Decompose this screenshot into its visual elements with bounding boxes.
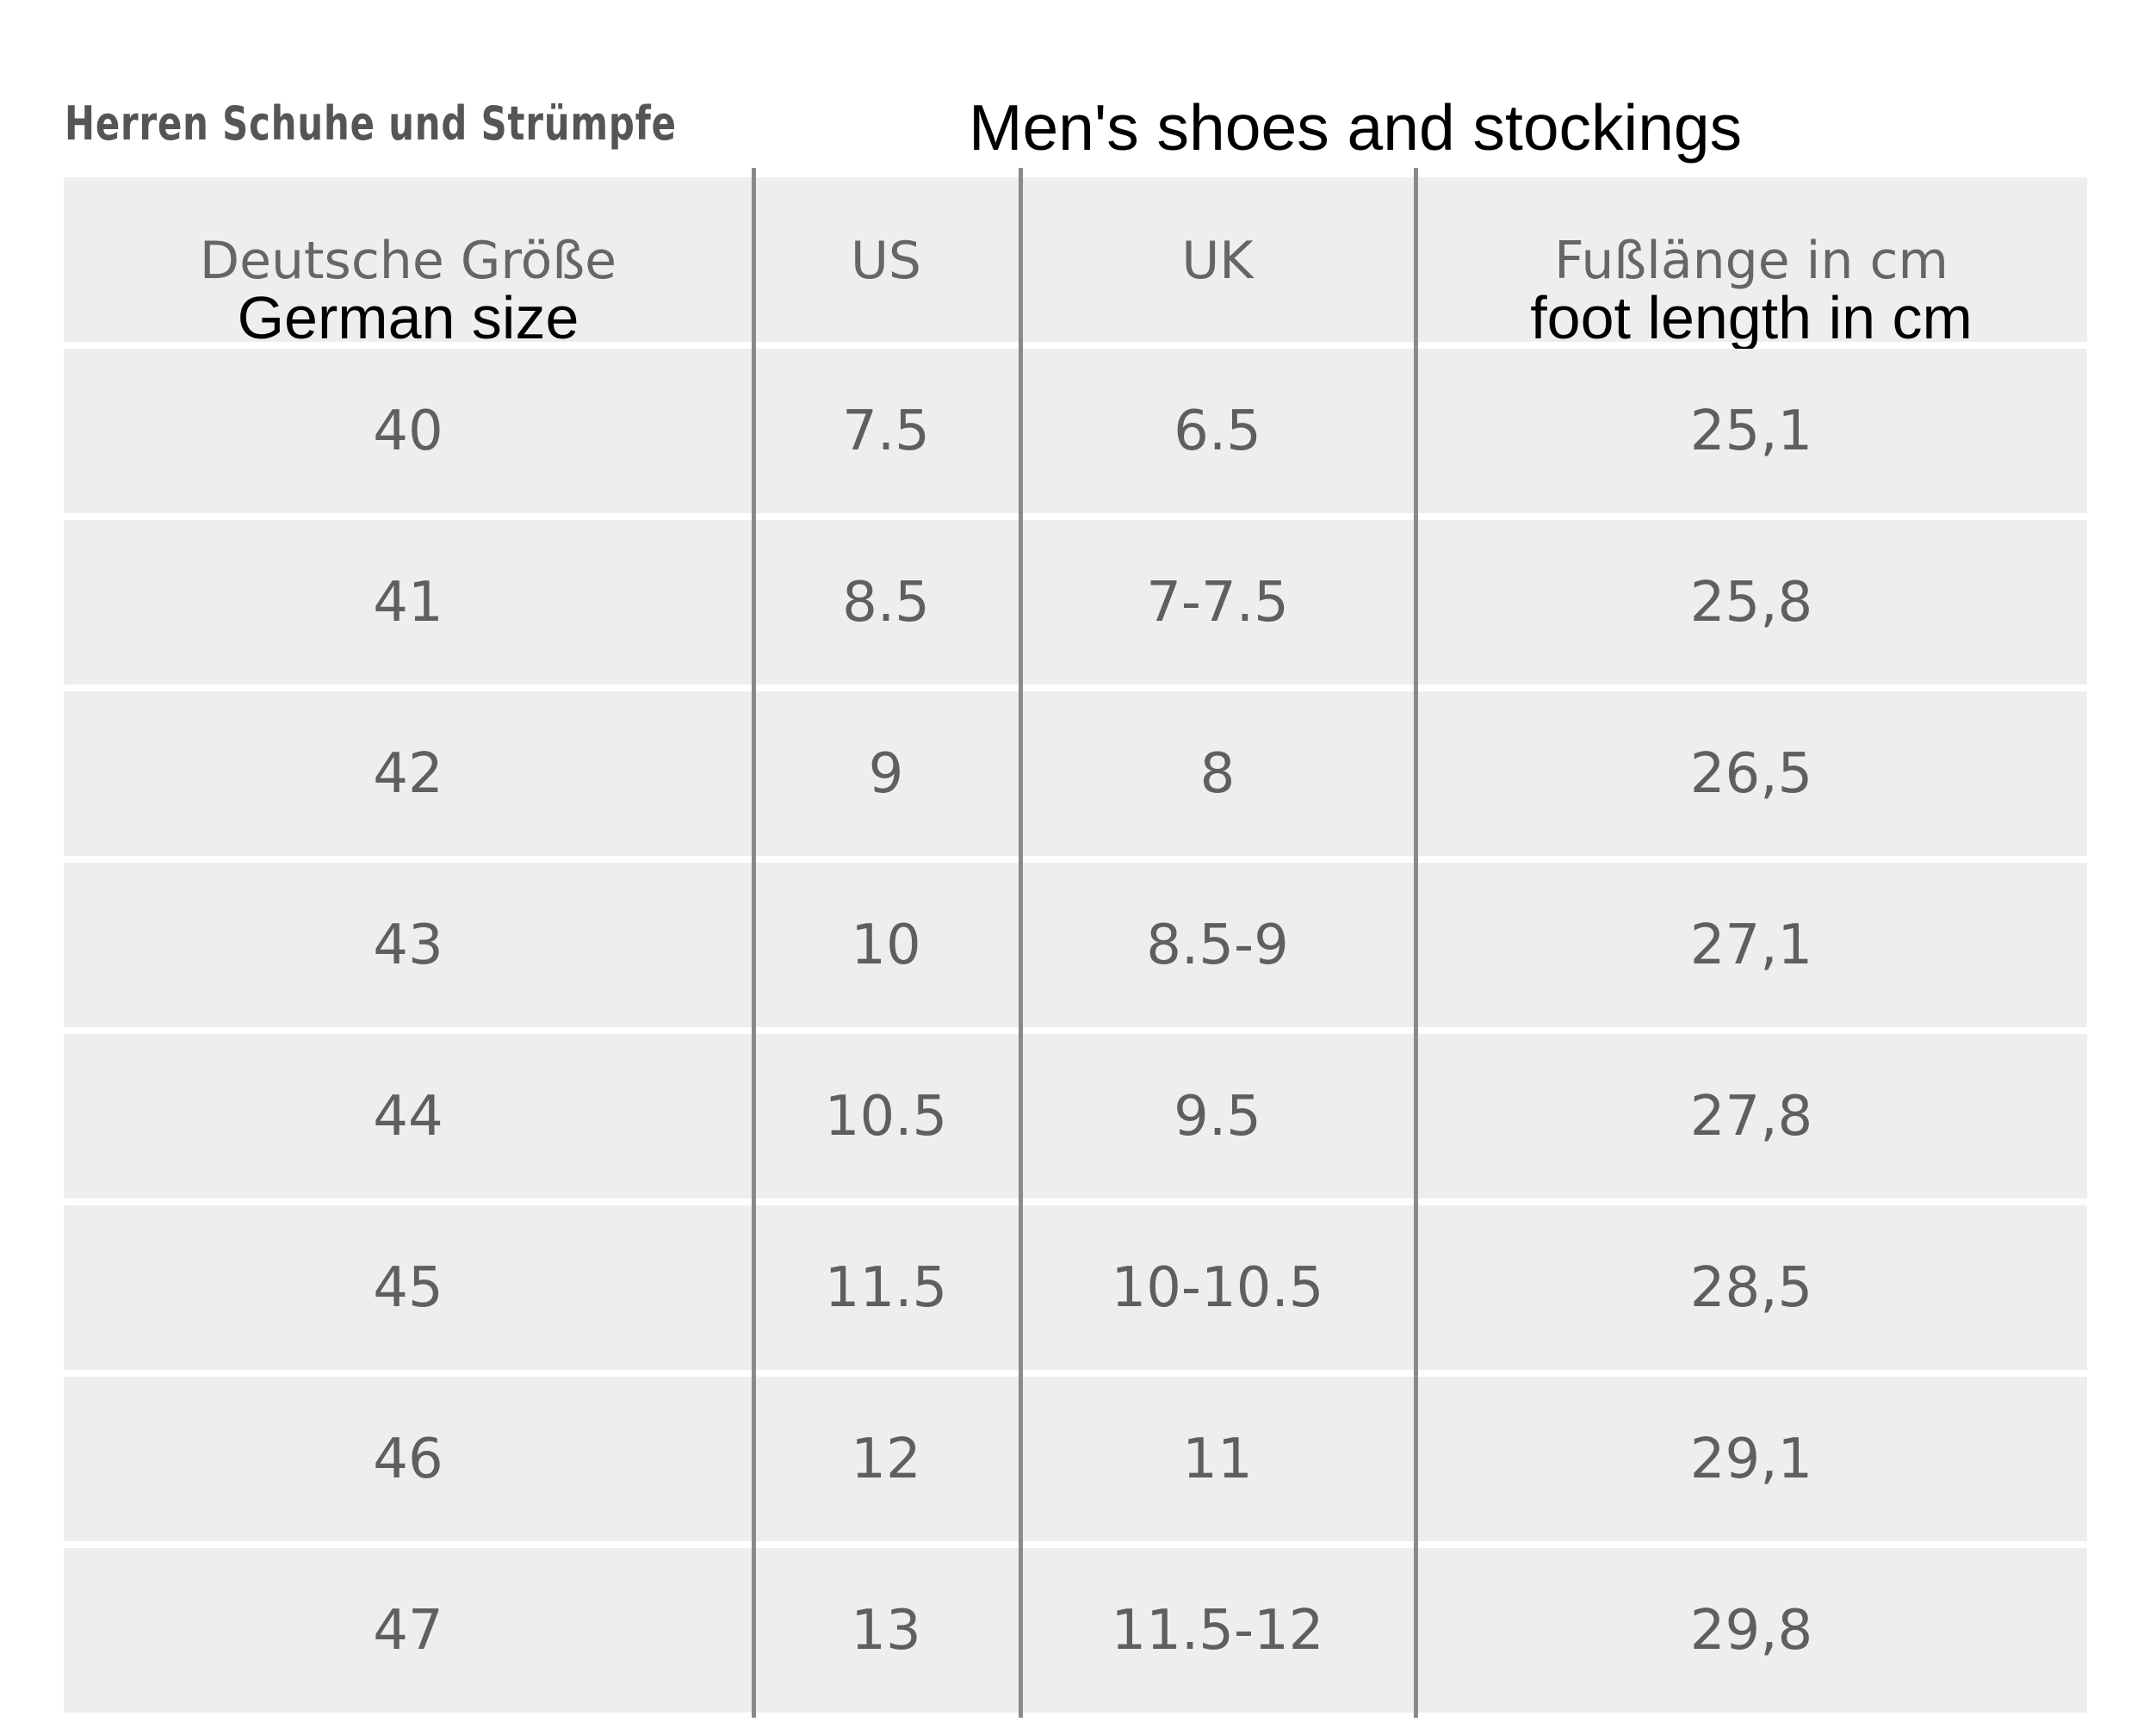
header-us: US [753, 177, 1019, 342]
header-foot-length-label-de: Fußlänge in cm [1554, 231, 1948, 291]
column-divider [752, 168, 756, 1718]
table-row: 46 12 11 29,1 [64, 1377, 2087, 1541]
column-divider [1019, 168, 1023, 1718]
table-row: 42 9 8 26,5 [64, 691, 2087, 856]
cell-foot-length: 27,1 [1689, 913, 1813, 977]
cell-us-size: 12 [851, 1427, 921, 1491]
header-german-size-label-de: Deutsche Größe [199, 231, 617, 291]
size-table: Deutsche Größe German size US UK Fußläng… [64, 177, 2087, 1719]
cell-us-size: 10.5 [824, 1084, 948, 1149]
table-title-english: Men's shoes and stockings [969, 91, 1743, 164]
header-foot-length-label-en: foot length in cm [1530, 284, 1973, 351]
table-header-row: Deutsche Größe German size US UK Fußläng… [64, 177, 2087, 348]
header-uk: UK [1019, 177, 1416, 342]
header-uk-label: UK [1181, 231, 1254, 291]
cell-foot-length: 29,8 [1689, 1598, 1813, 1663]
table-title-german: Herren Schuhe und Strümpfe [65, 96, 677, 151]
column-divider [1414, 168, 1418, 1718]
table-row: 47 13 11.5-12 29,8 [64, 1548, 2087, 1713]
cell-foot-length: 26,5 [1689, 741, 1813, 806]
cell-us-size: 11.5 [824, 1255, 948, 1320]
cell-uk-size: 10-10.5 [1111, 1255, 1324, 1320]
header-german-size-label-en: German size [237, 284, 579, 351]
cell-uk-size: 8 [1199, 741, 1236, 806]
cell-foot-length: 25,1 [1689, 399, 1813, 463]
cell-foot-length: 27,8 [1689, 1084, 1813, 1149]
cell-uk-size: 9.5 [1174, 1084, 1261, 1149]
cell-german-size: 46 [373, 1427, 443, 1491]
cell-german-size: 40 [373, 399, 443, 463]
cell-us-size: 13 [851, 1598, 921, 1663]
cell-foot-length: 29,1 [1689, 1427, 1813, 1491]
cell-uk-size: 6.5 [1174, 399, 1261, 463]
table-row: 45 11.5 10-10.5 28,5 [64, 1205, 2087, 1370]
header-german-size: Deutsche Größe German size [64, 177, 753, 348]
cell-german-size: 47 [373, 1598, 443, 1663]
cell-uk-size: 8.5-9 [1146, 913, 1289, 977]
cell-german-size: 44 [373, 1084, 443, 1149]
cell-us-size: 7.5 [842, 399, 930, 463]
cell-us-size: 8.5 [842, 570, 930, 635]
table-row: 41 8.5 7-7.5 25,8 [64, 520, 2087, 684]
header-us-label: US [850, 231, 921, 291]
cell-uk-size: 11.5-12 [1111, 1598, 1324, 1663]
cell-german-size: 45 [373, 1255, 443, 1320]
cell-us-size: 10 [851, 913, 921, 977]
cell-german-size: 42 [373, 741, 443, 806]
table-row: 43 10 8.5-9 27,1 [64, 863, 2087, 1027]
cell-us-size: 9 [868, 741, 904, 806]
cell-foot-length: 25,8 [1689, 570, 1813, 635]
cell-german-size: 41 [373, 570, 443, 635]
header-foot-length: Fußlänge in cm foot length in cm [1416, 177, 2087, 348]
cell-foot-length: 28,5 [1689, 1255, 1813, 1320]
cell-uk-size: 7-7.5 [1146, 570, 1289, 635]
table-row: 44 10.5 9.5 27,8 [64, 1034, 2087, 1199]
cell-german-size: 43 [373, 913, 443, 977]
table-row: 40 7.5 6.5 25,1 [64, 349, 2087, 513]
cell-uk-size: 11 [1182, 1427, 1253, 1491]
